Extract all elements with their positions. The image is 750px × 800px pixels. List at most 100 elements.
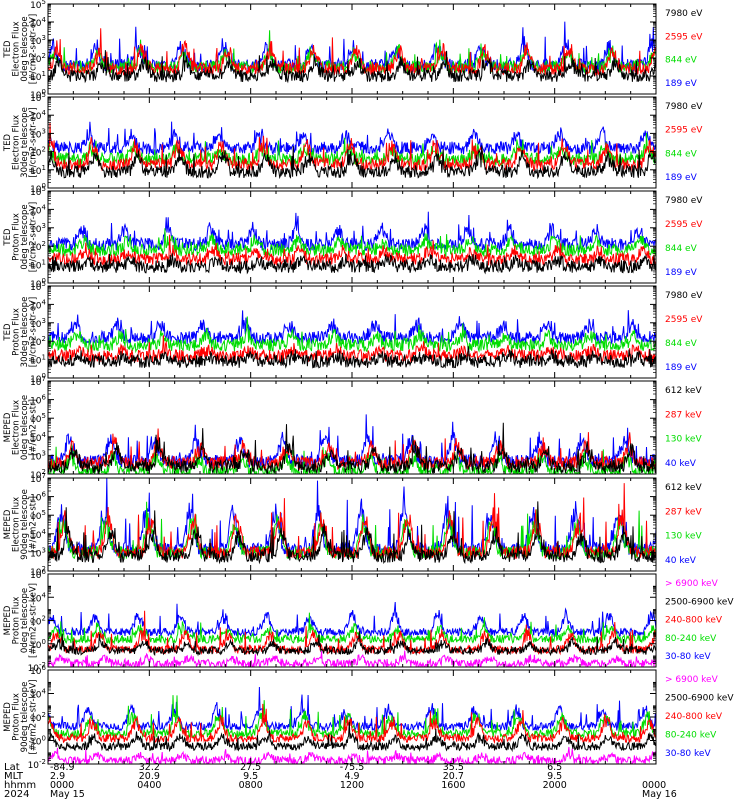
- legend-entry: 40 keV: [665, 556, 697, 566]
- ylabel-line-4: [#/cm2-s-str-eV]: [29, 14, 39, 84]
- xaxis-tick-lat: 27.5: [240, 762, 261, 773]
- ytick-label: 107: [30, 472, 46, 485]
- ylabel-line-2: Proton Flux: [12, 693, 22, 741]
- legend-entry: > 6900 keV: [665, 675, 719, 685]
- ytick-label: 101: [30, 164, 46, 177]
- ytick-label: 101: [30, 70, 46, 83]
- legend-entry: > 6900 keV: [665, 579, 719, 589]
- legend-entry: 7980 eV: [665, 291, 703, 301]
- ytick-label: 104: [30, 203, 46, 216]
- ytick-label: 106: [30, 491, 46, 504]
- xaxis-tick-mlt: 9.5: [243, 771, 258, 782]
- ytick-label: 10-2: [28, 661, 46, 674]
- xaxis-tick-hhmm: 0800: [239, 780, 263, 791]
- xaxis-tick-lat: -75.5: [340, 762, 365, 773]
- ytick-label: 101: [30, 354, 46, 367]
- ytick-label: 101: [30, 259, 46, 272]
- legend-entry: 844 eV: [665, 149, 698, 159]
- ytick-label: 104: [30, 688, 46, 701]
- ylabel-line-3: 90deg telescope: [20, 489, 30, 560]
- ylabel-line-1: MEPED: [3, 509, 13, 539]
- series-line-1: [48, 501, 656, 565]
- legend-entry: 2595 eV: [665, 220, 703, 230]
- ylabel-line-4: [#/cm2-s-str-keV]: [29, 680, 39, 755]
- series-group: [48, 686, 656, 764]
- ytick-label: 104: [30, 109, 46, 122]
- ytick-label: 104: [30, 298, 46, 311]
- legend-entry: 844 eV: [665, 56, 698, 66]
- series-group: [48, 478, 656, 565]
- ytick-label: 105: [30, 412, 46, 425]
- legend-entry: 80-240 keV: [665, 731, 717, 741]
- ylabel-line-3: 0deg telescope: [20, 395, 30, 460]
- series-line-1: [48, 145, 656, 180]
- legend-entry: 844 eV: [665, 244, 698, 254]
- xaxis-tick-hhmm: 0000: [642, 780, 666, 791]
- ylabel-line-1: TED: [3, 40, 13, 59]
- ylabel-line-4: [#/cm2-s-str-eV]: [29, 202, 39, 272]
- legend-entry: 7980 eV: [665, 102, 703, 112]
- ytick-label: 102: [30, 615, 46, 628]
- ytick-label: 103: [30, 449, 46, 462]
- series-line-3: [48, 228, 656, 258]
- legend-entry: 287 keV: [665, 507, 702, 517]
- ytick-label: 105: [30, 0, 46, 11]
- series-line-4: [48, 310, 656, 346]
- series-group: [48, 414, 656, 474]
- series-line-3: [48, 703, 656, 745]
- ytick-label: 106: [30, 394, 46, 407]
- panel-frame: [47, 669, 657, 765]
- legend-entry: 2500-6900 keV: [665, 694, 734, 704]
- ylabel-line-1: TED: [3, 228, 13, 247]
- ytick-label: 103: [30, 546, 46, 559]
- ylabel-line-3: 0deg telescope: [20, 204, 30, 269]
- series-group: [48, 121, 656, 180]
- legend-entry: 189 eV: [665, 79, 698, 89]
- ytick-label: 102: [30, 711, 46, 724]
- series-line-2: [48, 721, 656, 753]
- legend-entry: 612 keV: [665, 483, 702, 493]
- xaxis-tick-lat: 6.5: [547, 762, 562, 773]
- series-group: [48, 601, 656, 667]
- ytick-label: 104: [30, 431, 46, 444]
- ylabel-line-2: Proton Flux: [12, 597, 22, 645]
- ytick-label: 100: [30, 88, 46, 101]
- ylabel-line-1: TED: [3, 323, 13, 342]
- xaxis-tick-mlt: 20.7: [443, 771, 464, 782]
- ytick-label: 10-2: [28, 758, 46, 771]
- xaxis-tick-mlt: 20.9: [139, 771, 160, 782]
- ytick-label: 104: [30, 16, 46, 29]
- series-line-2: [48, 428, 656, 471]
- ytick-label: 100: [30, 182, 46, 195]
- legend-entry: 2595 eV: [665, 32, 703, 42]
- xaxis-tick-date: May 15: [50, 789, 85, 800]
- xaxis-row-label: hhmm: [4, 780, 36, 791]
- ytick-label: 104: [30, 591, 46, 604]
- legend-entry: 7980 eV: [665, 9, 703, 19]
- ytick-label: 102: [30, 468, 46, 481]
- legend-entry: 2595 eV: [665, 126, 703, 136]
- ylabel-line-3: 0deg telescope: [20, 16, 30, 81]
- xaxis-tick-lat: -84.9: [50, 762, 75, 773]
- legend-entry: 189 eV: [665, 173, 698, 183]
- legend-entry: 240-800 keV: [665, 616, 723, 626]
- ylabel-line-1: TED: [3, 133, 13, 152]
- legend-entry: 80-240 keV: [665, 634, 717, 644]
- ylabel-line-4: [#/cm2-s-str-eV]: [29, 297, 39, 367]
- ytick-label: 102: [30, 565, 46, 578]
- ytick-label: 100: [30, 735, 46, 748]
- ylabel-line-1: MEPED: [3, 412, 13, 442]
- legend-entry: 30-80 keV: [665, 652, 711, 662]
- ylabel-line-1: MEPED: [3, 702, 13, 732]
- ylabel-line-1: MEPED: [3, 605, 13, 635]
- ytick-label: 104: [30, 528, 46, 541]
- ytick-label: 102: [30, 240, 46, 253]
- ytick-label: 106: [30, 568, 46, 581]
- ylabel-line-4: [#/cm2-s-str-eV]: [29, 107, 39, 177]
